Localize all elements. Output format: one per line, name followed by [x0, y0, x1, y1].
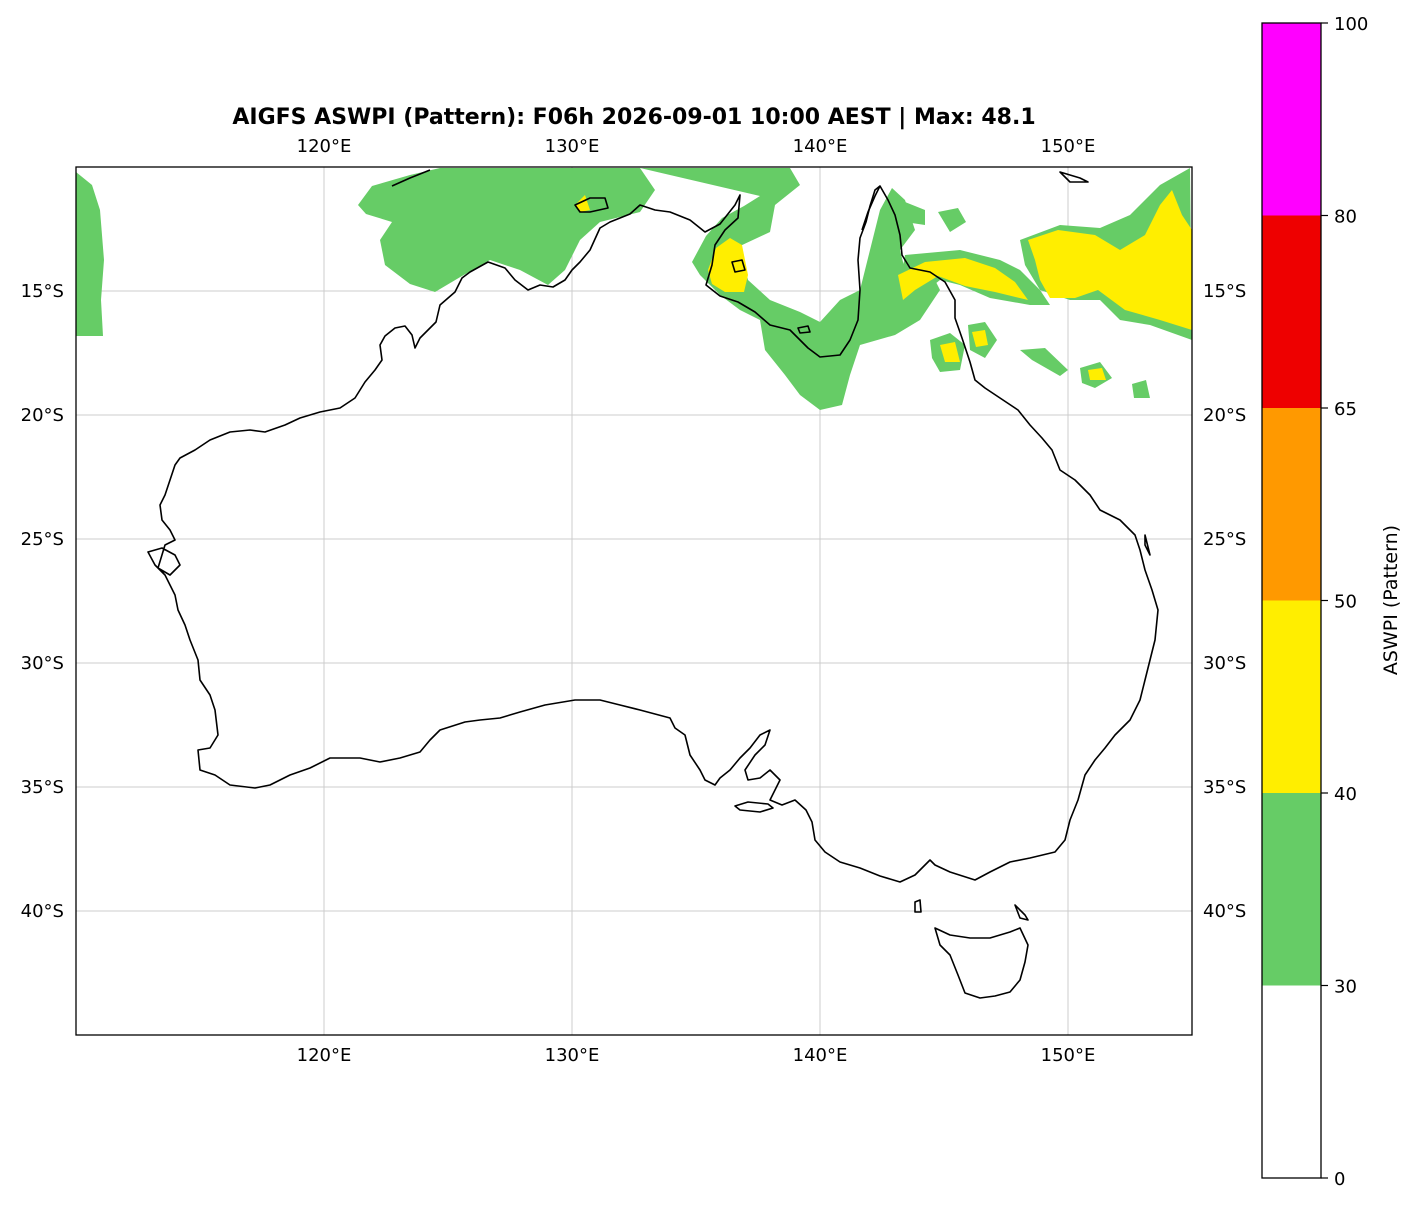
field-coral-sea-south-1	[1020, 348, 1068, 376]
field-coral-sea-north	[938, 208, 966, 232]
field-qld-coast-yellow	[940, 342, 960, 362]
colorbar-segment	[1262, 215, 1321, 408]
colorbar-tick-label: 80	[1334, 207, 1357, 228]
map-title: AIGFS ASWPI (Pattern): F06h 2026-09-01 1…	[232, 105, 1035, 130]
field-coral-sea-yellow-3	[1088, 368, 1106, 380]
coastline-timor	[391, 169, 431, 187]
field-carpentaria	[640, 168, 940, 410]
coastline-flinders-island	[1014, 904, 1029, 921]
coastline-cape-york	[861, 185, 881, 231]
colorbar-tick-label: 65	[1334, 399, 1357, 420]
lon-label-bottom: 130°E	[545, 1045, 600, 1066]
colorbar-label: ASWPI (Pattern)	[1380, 525, 1402, 675]
field-coral-sea-east-yellow	[1028, 190, 1192, 330]
lat-label-left: 40°S	[21, 901, 64, 922]
coastline-kangaroo-island	[734, 801, 774, 813]
colorbar-ticks: 0 30 40 50 65 80 100	[1321, 14, 1368, 1190]
coastline	[147, 169, 1159, 999]
lat-label-left: 25°S	[21, 529, 64, 550]
field-indian-ocean-west	[76, 172, 104, 336]
colorbar-tick-label: 0	[1334, 1169, 1345, 1190]
lat-labels-left: 15°S 20°S 25°S 30°S 35°S 40°S	[21, 281, 64, 922]
coastline-mornington	[797, 325, 811, 334]
colorbar-segment	[1262, 985, 1321, 1178]
lon-label-top: 150°E	[1041, 136, 1096, 157]
map-panel: 120°E 130°E 140°E 150°E 120°E 130°E 140°E 150°…	[21, 136, 1247, 1066]
colorbar-tick-label: 100	[1334, 14, 1368, 35]
lon-label-bottom: 140°E	[793, 1045, 848, 1066]
aswpi-field-30-40	[76, 168, 1192, 410]
aswpi-field-40-50	[575, 190, 1192, 380]
colorbar-tick-label: 30	[1334, 977, 1357, 998]
field-cape-york-east	[900, 200, 925, 225]
lon-labels-bottom: 120°E 130°E 140°E 150°E	[297, 1045, 1096, 1066]
colorbar-segments	[1262, 23, 1321, 1178]
lat-label-right: 30°S	[1203, 653, 1246, 674]
colorbar-segment	[1262, 408, 1321, 601]
map-frame	[75, 166, 1193, 1036]
coastline-groote	[731, 259, 746, 273]
lat-label-left: 35°S	[21, 777, 64, 798]
coastline-fraser	[1144, 534, 1151, 556]
lon-label-top: 130°E	[545, 136, 600, 157]
colorbar-segment	[1262, 600, 1321, 793]
lat-label-right: 15°S	[1203, 281, 1246, 302]
lat-label-left: 15°S	[21, 281, 64, 302]
field-coral-sea-south-3	[1132, 380, 1150, 398]
lon-label-top: 140°E	[793, 136, 848, 157]
coastline-melville-island	[574, 197, 609, 213]
lon-labels-top: 120°E 130°E 140°E 150°E	[297, 136, 1096, 157]
lat-label-left: 20°S	[21, 405, 64, 426]
field-kimberley-north	[358, 168, 655, 292]
field-gulf-west	[708, 238, 748, 292]
colorbar-tick-label: 40	[1334, 784, 1357, 805]
lon-label-bottom: 120°E	[297, 1045, 352, 1066]
coastline-mainland	[147, 185, 1159, 883]
lon-label-top: 120°E	[297, 136, 352, 157]
lat-label-right: 25°S	[1203, 529, 1246, 550]
coastline-king-island	[914, 899, 922, 913]
lat-label-right: 40°S	[1203, 901, 1246, 922]
coastline-tasmania	[934, 927, 1029, 999]
colorbar-segment	[1262, 793, 1321, 986]
gridlines	[76, 167, 1192, 1035]
lat-labels-right: 15°S 20°S 25°S 30°S 35°S 40°S	[1203, 281, 1246, 922]
lat-label-left: 30°S	[21, 653, 64, 674]
field-coral-sea-band-yellow	[898, 258, 1028, 300]
field-qld-coast-yellow-2	[972, 330, 988, 347]
colorbar: 0 30 40 50 65 80 100 ASWPI (Pattern)	[1261, 14, 1402, 1190]
colorbar-segment	[1262, 23, 1321, 216]
coastline-nz-tip	[1059, 171, 1089, 183]
lon-label-bottom: 150°E	[1041, 1045, 1096, 1066]
colorbar-tick-label: 50	[1334, 592, 1357, 613]
lat-label-right: 20°S	[1203, 405, 1246, 426]
lat-label-right: 35°S	[1203, 777, 1246, 798]
